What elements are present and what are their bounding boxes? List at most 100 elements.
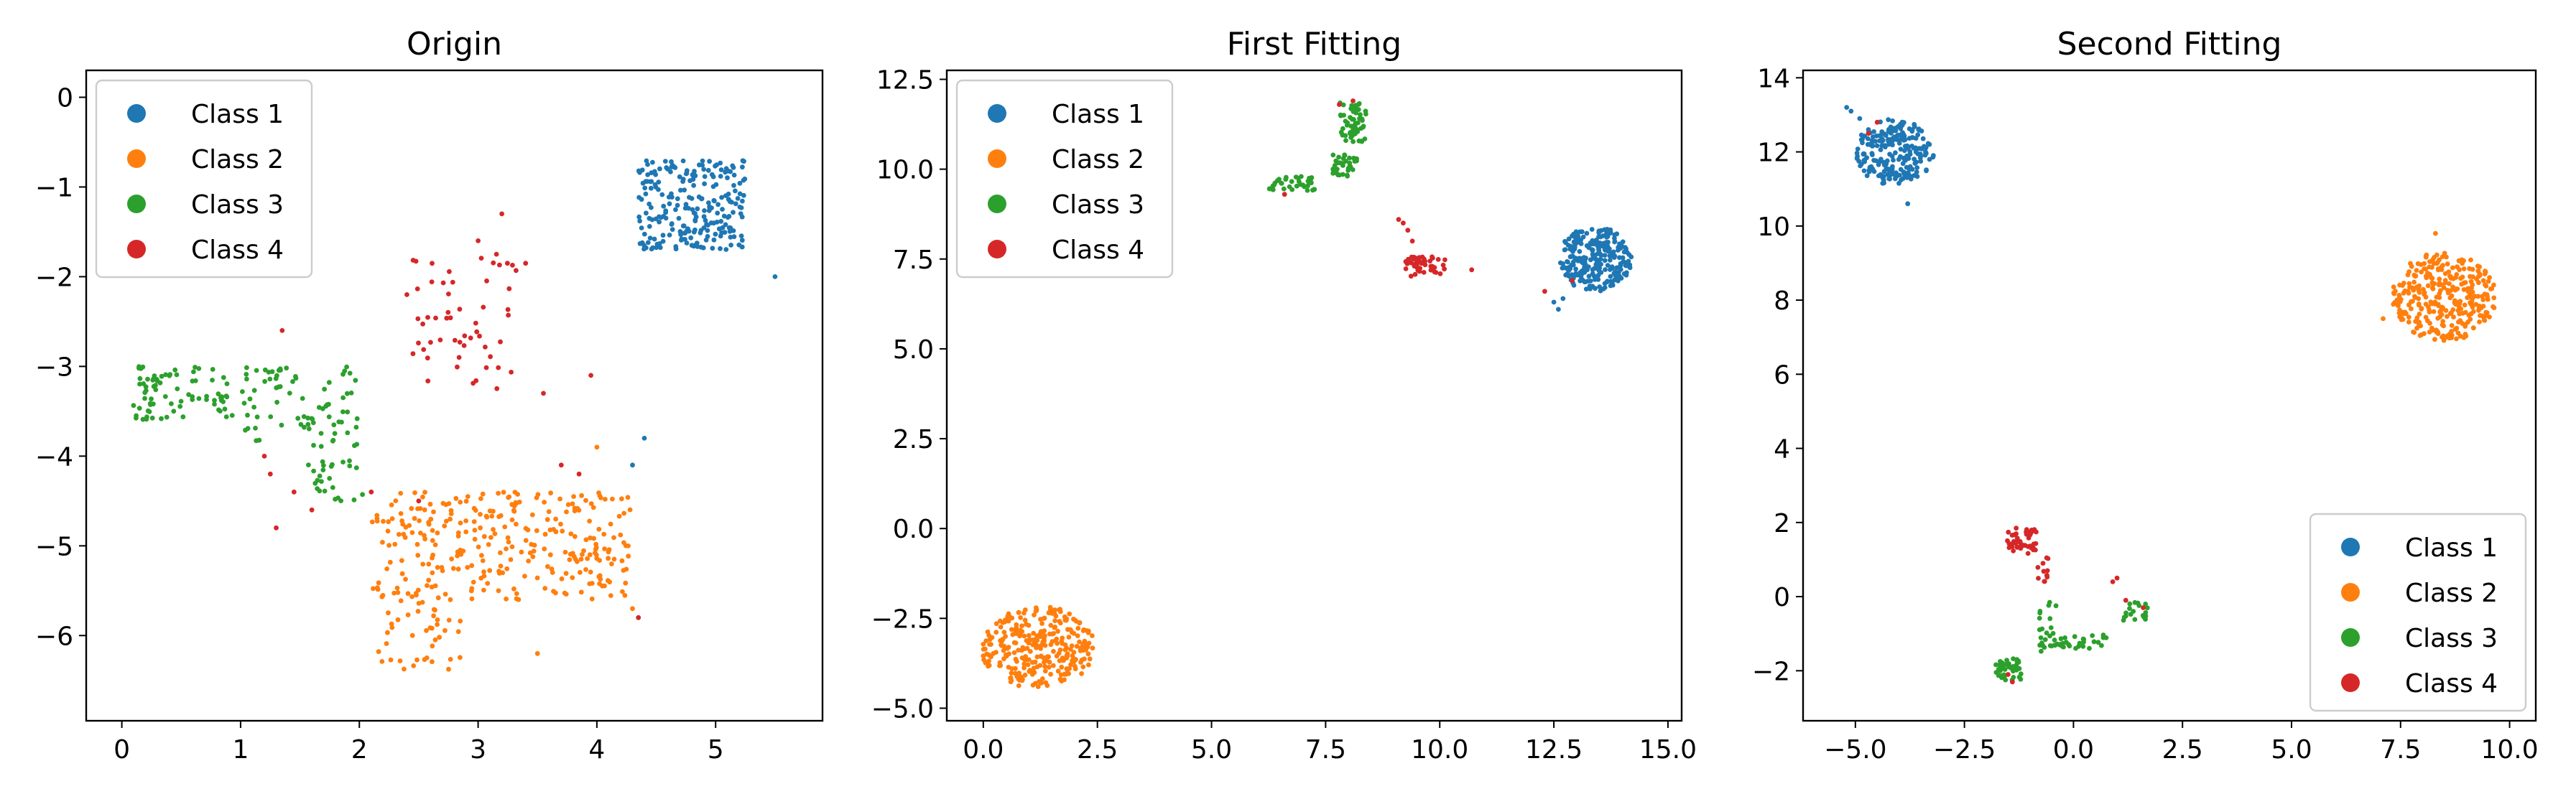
data-point: [1613, 269, 1618, 274]
data-point: [740, 198, 745, 204]
data-point: [224, 381, 230, 386]
data-point: [1066, 635, 1072, 640]
data-point: [1880, 181, 1886, 186]
data-point: [691, 182, 696, 188]
data-point: [728, 243, 733, 248]
data-point: [432, 607, 437, 613]
data-point: [193, 365, 198, 370]
data-point: [611, 535, 616, 541]
data-point: [718, 218, 724, 224]
data-point: [435, 531, 440, 536]
data-point: [597, 581, 602, 587]
data-point: [593, 545, 599, 550]
data-point: [1442, 266, 1447, 272]
legend-item-class-4: Class 4: [127, 235, 284, 265]
data-point: [2044, 568, 2050, 574]
data-point: [431, 613, 436, 619]
data-point: [420, 561, 426, 567]
data-point: [1584, 230, 1590, 236]
data-point: [2450, 307, 2456, 312]
data-point: [1860, 140, 1865, 146]
data-point: [1865, 141, 1871, 147]
data-point: [414, 592, 419, 598]
data-point: [1886, 168, 1892, 173]
data-point: [2136, 603, 2142, 608]
data-point: [1562, 247, 1567, 253]
data-point: [993, 621, 999, 627]
data-point: [1611, 249, 1616, 255]
data-point: [661, 203, 667, 209]
data-point: [1891, 134, 1897, 140]
data-point: [1353, 110, 1358, 116]
data-point: [1419, 261, 1424, 266]
data-point: [516, 597, 522, 602]
data-point: [287, 391, 292, 396]
data-point: [2463, 309, 2468, 315]
data-point: [2052, 637, 2057, 643]
data-point: [317, 488, 323, 494]
data-point: [568, 531, 574, 536]
data-point: [608, 521, 613, 527]
data-point: [1893, 150, 1898, 156]
data-point: [726, 191, 731, 197]
data-point: [413, 258, 419, 264]
data-point: [491, 527, 496, 532]
data-point: [1867, 164, 1873, 170]
data-point: [1914, 169, 1919, 175]
data-point: [245, 426, 251, 431]
data-point: [420, 599, 425, 605]
data-point: [430, 659, 435, 665]
data-point: [384, 641, 389, 646]
data-point: [309, 507, 315, 513]
x-tick-label: 10.0: [1411, 735, 1468, 765]
data-point: [639, 197, 644, 202]
y-tick-label: 0: [1774, 583, 1790, 612]
data-point: [1067, 611, 1072, 617]
data-point: [1871, 129, 1877, 134]
data-point: [1577, 256, 1583, 261]
data-point: [692, 173, 698, 179]
data-point: [456, 355, 462, 360]
data-point: [2454, 325, 2460, 331]
data-point: [2039, 626, 2045, 632]
data-point: [2081, 637, 2087, 643]
data-point: [2127, 606, 2132, 611]
data-point: [550, 570, 555, 575]
data-point: [1038, 629, 1044, 635]
data-point: [1588, 257, 1593, 263]
data-point: [1336, 154, 1341, 160]
data-point: [508, 557, 514, 562]
points-layer: [131, 158, 778, 672]
data-point: [1409, 238, 1415, 244]
data-point: [705, 167, 711, 173]
data-point: [697, 162, 702, 168]
data-point: [1062, 617, 1068, 623]
data-point: [345, 409, 351, 415]
data-point: [1604, 234, 1610, 240]
data-point: [320, 459, 325, 464]
data-point: [409, 505, 414, 511]
data-point: [1077, 639, 1082, 645]
data-point: [1021, 661, 1027, 667]
data-point: [302, 424, 307, 430]
data-point: [223, 414, 229, 419]
data-point: [478, 525, 483, 531]
data-point: [212, 401, 217, 407]
data-point: [1565, 259, 1570, 264]
data-point: [2445, 333, 2450, 339]
data-point: [1566, 274, 1572, 279]
data-point: [1854, 150, 1860, 156]
data-point: [2434, 294, 2440, 300]
data-point: [2425, 271, 2430, 276]
data-point: [443, 518, 449, 524]
data-point: [1414, 262, 1419, 268]
data-point: [1597, 284, 1603, 289]
data-point: [481, 569, 486, 574]
data-point: [501, 490, 506, 495]
data-point: [178, 398, 184, 404]
data-point: [425, 583, 430, 588]
data-point: [645, 162, 650, 167]
data-point: [2414, 325, 2419, 331]
data-point: [433, 315, 438, 321]
